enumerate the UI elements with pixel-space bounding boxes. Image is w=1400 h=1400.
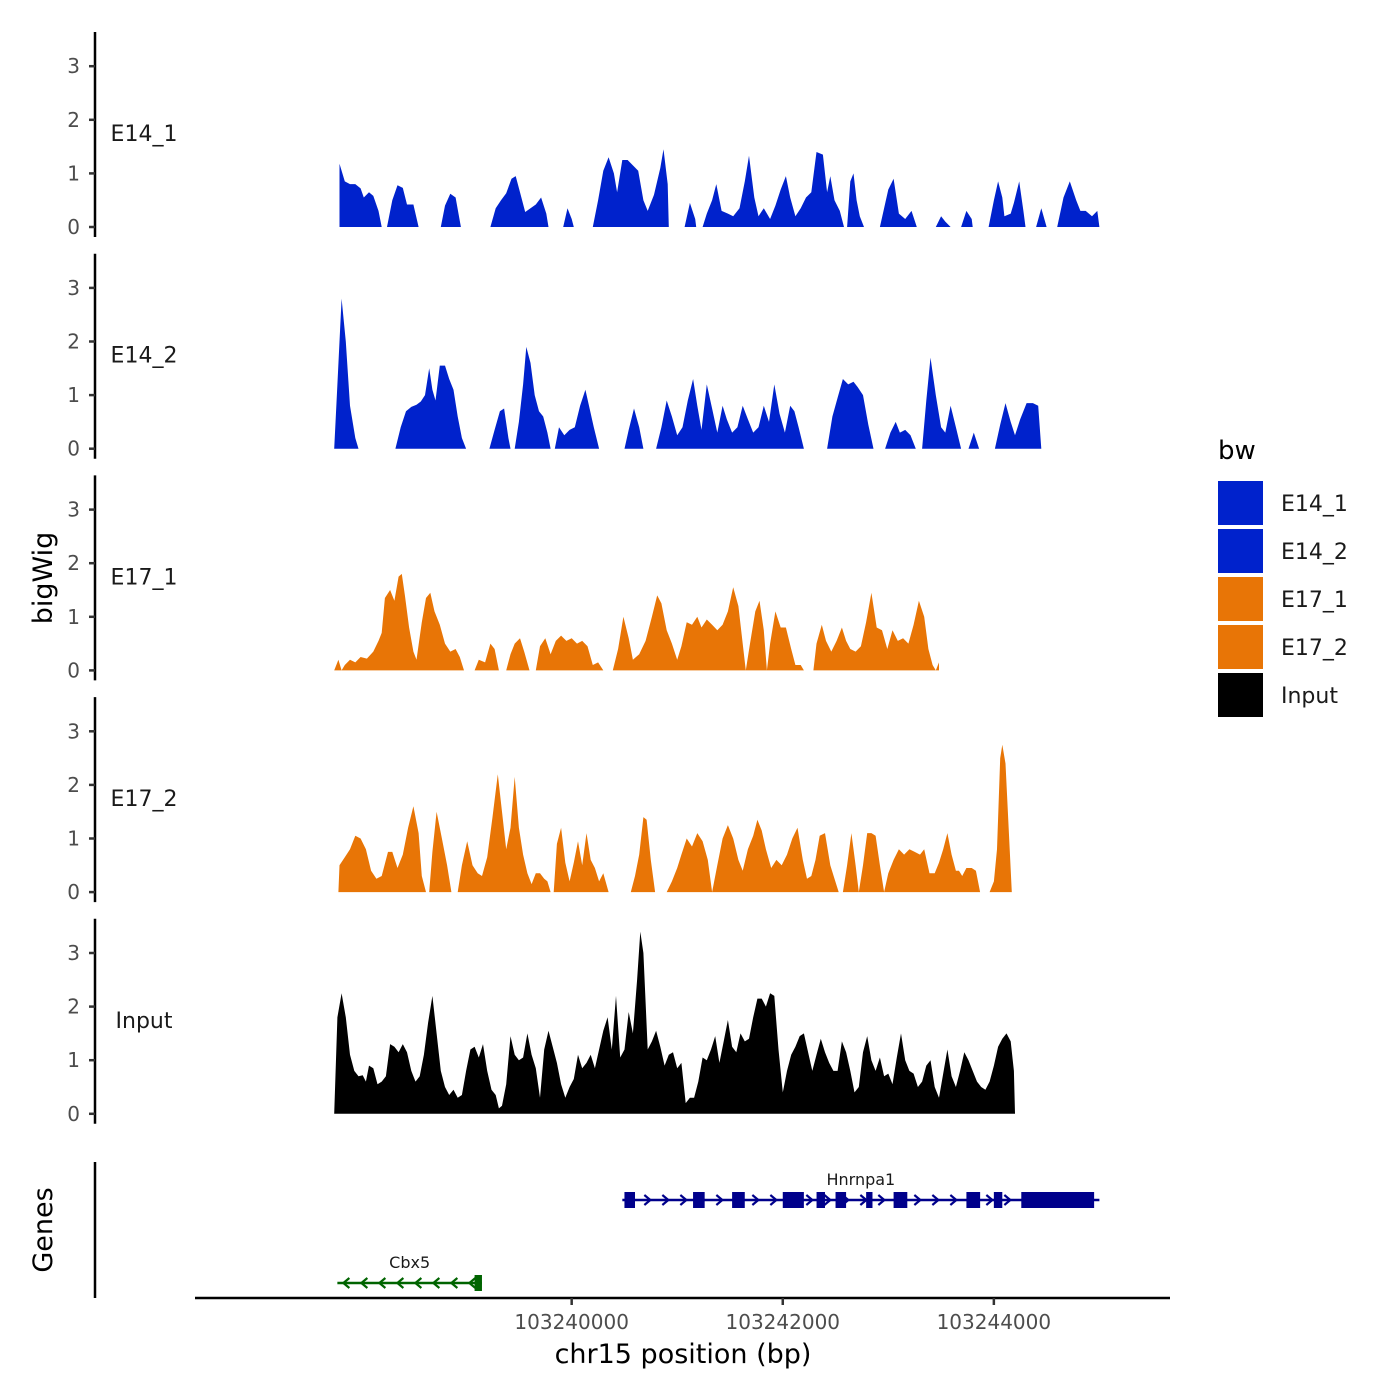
- strand-arrow: [769, 1194, 779, 1206]
- y-tick-label: 3: [67, 54, 80, 78]
- exon: [693, 1192, 705, 1208]
- legend-swatch: [1218, 625, 1263, 669]
- x-tick-label: 103240000: [514, 1310, 629, 1334]
- x-axis: 103240000 103242000 103244000: [195, 1296, 1170, 1334]
- y-tick-label: 3: [67, 276, 80, 300]
- genes-axis-title: Genes: [28, 1187, 59, 1272]
- genes-panel: Hnrnpa1 Cbx5: [93, 1162, 1100, 1298]
- exon: [816, 1192, 825, 1208]
- y-tick-label: 3: [67, 719, 80, 743]
- legend-title: bw: [1218, 436, 1256, 466]
- y-tick-label: 2: [67, 551, 80, 575]
- y-tick-label: 1: [67, 161, 80, 185]
- strand-arrow: [913, 1194, 923, 1206]
- y-tick-label: 0: [67, 215, 80, 239]
- x-tick-label: 103244000: [937, 1310, 1052, 1334]
- strand-arrow: [377, 1277, 387, 1289]
- strand-arrow: [751, 1194, 761, 1206]
- y-tick-label: 2: [67, 108, 80, 132]
- track-label: E14_1: [111, 122, 178, 147]
- exon: [966, 1192, 981, 1208]
- strand-arrow: [715, 1194, 725, 1206]
- y-tick-label: 0: [67, 1102, 80, 1126]
- legend: bw E14_1 E14_2 E17_1 E17_2 Input: [1218, 436, 1348, 717]
- track-label: E17_1: [111, 565, 178, 590]
- y-tick-label: 0: [67, 880, 80, 904]
- legend-label: E14_2: [1281, 540, 1348, 565]
- strand-arrow: [985, 1194, 995, 1206]
- strand-arrow: [679, 1194, 689, 1206]
- y-tick-label: 1: [67, 1048, 80, 1072]
- exon: [474, 1275, 482, 1291]
- strand-arrow: [449, 1277, 459, 1289]
- y-tick-label: 3: [67, 941, 80, 965]
- exon: [893, 1192, 908, 1208]
- y-axis-title: bigWig: [28, 532, 59, 625]
- exon: [782, 1192, 804, 1208]
- legend-label: E17_2: [1281, 636, 1348, 661]
- gene-hnrnpa1: Hnrnpa1: [622, 1170, 1100, 1208]
- track-label: Input: [116, 1009, 173, 1034]
- y-tick-label: 1: [67, 827, 80, 851]
- legend-swatch: [1218, 577, 1263, 621]
- gene-label: Hnrnpa1: [826, 1170, 895, 1189]
- signal-tracks: 0 1 2 3 E14_1 0 1 2 3 E14_2 0 1 2 3 E17_1 0 1 2 3 E17_2 0 1 2 3…: [67, 32, 1100, 1126]
- legend-label: Input: [1281, 684, 1338, 709]
- strand-arrow: [643, 1194, 653, 1206]
- y-tick-label: 1: [67, 605, 80, 629]
- y-tick-label: 2: [67, 330, 80, 354]
- signal-area-input: [334, 931, 1015, 1114]
- signal-area-e14-1: [339, 149, 1100, 227]
- exon: [732, 1192, 745, 1208]
- track-e14-1: 0 1 2 3 E14_1: [67, 32, 1100, 239]
- strand-arrow: [877, 1194, 887, 1206]
- exon: [866, 1192, 873, 1208]
- track-input: 0 1 2 3 Input: [67, 918, 1015, 1126]
- y-tick-label: 0: [67, 658, 80, 682]
- track-e17-1: 0 1 2 3 E17_1: [67, 475, 939, 682]
- track-label: E14_2: [111, 344, 178, 369]
- legend-label: E17_1: [1281, 588, 1348, 613]
- legend-swatch: [1218, 529, 1263, 573]
- strand-arrow: [413, 1277, 423, 1289]
- exon: [1021, 1192, 1095, 1208]
- legend-swatch: [1218, 481, 1263, 525]
- strand-arrow: [359, 1277, 369, 1289]
- legend-label: E14_1: [1281, 492, 1348, 517]
- strand-arrow: [395, 1277, 405, 1289]
- y-tick-label: 1: [67, 383, 80, 407]
- x-tick-label: 103242000: [726, 1310, 841, 1334]
- strand-arrow: [805, 1194, 815, 1206]
- y-tick-label: 2: [67, 773, 80, 797]
- gene-cbx5: Cbx5: [337, 1253, 482, 1291]
- strand-arrow: [949, 1194, 959, 1206]
- legend-swatch: [1218, 673, 1263, 717]
- strand-arrow: [431, 1277, 441, 1289]
- y-tick-label: 0: [67, 437, 80, 461]
- y-tick-label: 2: [67, 995, 80, 1019]
- track-label: E17_2: [111, 787, 178, 812]
- x-axis-title: chr15 position (bp): [555, 1339, 812, 1370]
- track-e14-2: 0 1 2 3 E14_2: [67, 253, 1042, 461]
- signal-area-e14-2: [334, 298, 1042, 449]
- track-e17-2: 0 1 2 3 E17_2: [67, 697, 1012, 904]
- strand-arrow: [341, 1277, 351, 1289]
- signal-area-e17-1: [334, 573, 939, 671]
- strand-arrow: [467, 1277, 477, 1289]
- strand-arrow: [661, 1194, 671, 1206]
- exon: [993, 1192, 1003, 1208]
- strand-arrow: [823, 1194, 833, 1206]
- strand-arrow: [931, 1194, 941, 1206]
- exon: [835, 1192, 847, 1208]
- exon: [624, 1192, 636, 1208]
- gene-label: Cbx5: [389, 1253, 430, 1272]
- signal-area-e17-2: [338, 744, 1012, 893]
- y-tick-label: 3: [67, 498, 80, 522]
- strand-arrow: [1003, 1194, 1013, 1206]
